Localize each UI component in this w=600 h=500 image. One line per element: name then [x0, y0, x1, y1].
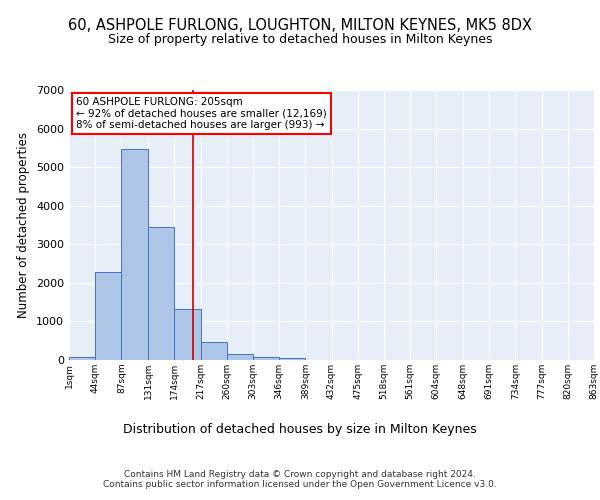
Text: 60 ASHPOLE FURLONG: 205sqm
← 92% of detached houses are smaller (12,169)
8% of s: 60 ASHPOLE FURLONG: 205sqm ← 92% of deta…	[76, 97, 326, 130]
Bar	[200, 342, 227, 360]
Bar	[69, 357, 95, 360]
Bar	[148, 228, 175, 360]
Bar	[227, 354, 253, 360]
Bar	[95, 272, 121, 360]
Text: Distribution of detached houses by size in Milton Keynes: Distribution of detached houses by size …	[123, 422, 477, 436]
Text: 60, ASHPOLE FURLONG, LOUGHTON, MILTON KEYNES, MK5 8DX: 60, ASHPOLE FURLONG, LOUGHTON, MILTON KE…	[68, 18, 532, 32]
Y-axis label: Number of detached properties: Number of detached properties	[17, 132, 31, 318]
Bar	[253, 357, 279, 360]
Text: Contains HM Land Registry data © Crown copyright and database right 2024.: Contains HM Land Registry data © Crown c…	[124, 470, 476, 479]
Text: Contains public sector information licensed under the Open Government Licence v3: Contains public sector information licen…	[103, 480, 497, 489]
Text: Size of property relative to detached houses in Milton Keynes: Size of property relative to detached ho…	[108, 32, 492, 46]
Bar	[279, 358, 305, 360]
Bar	[175, 310, 200, 360]
Bar	[121, 150, 148, 360]
